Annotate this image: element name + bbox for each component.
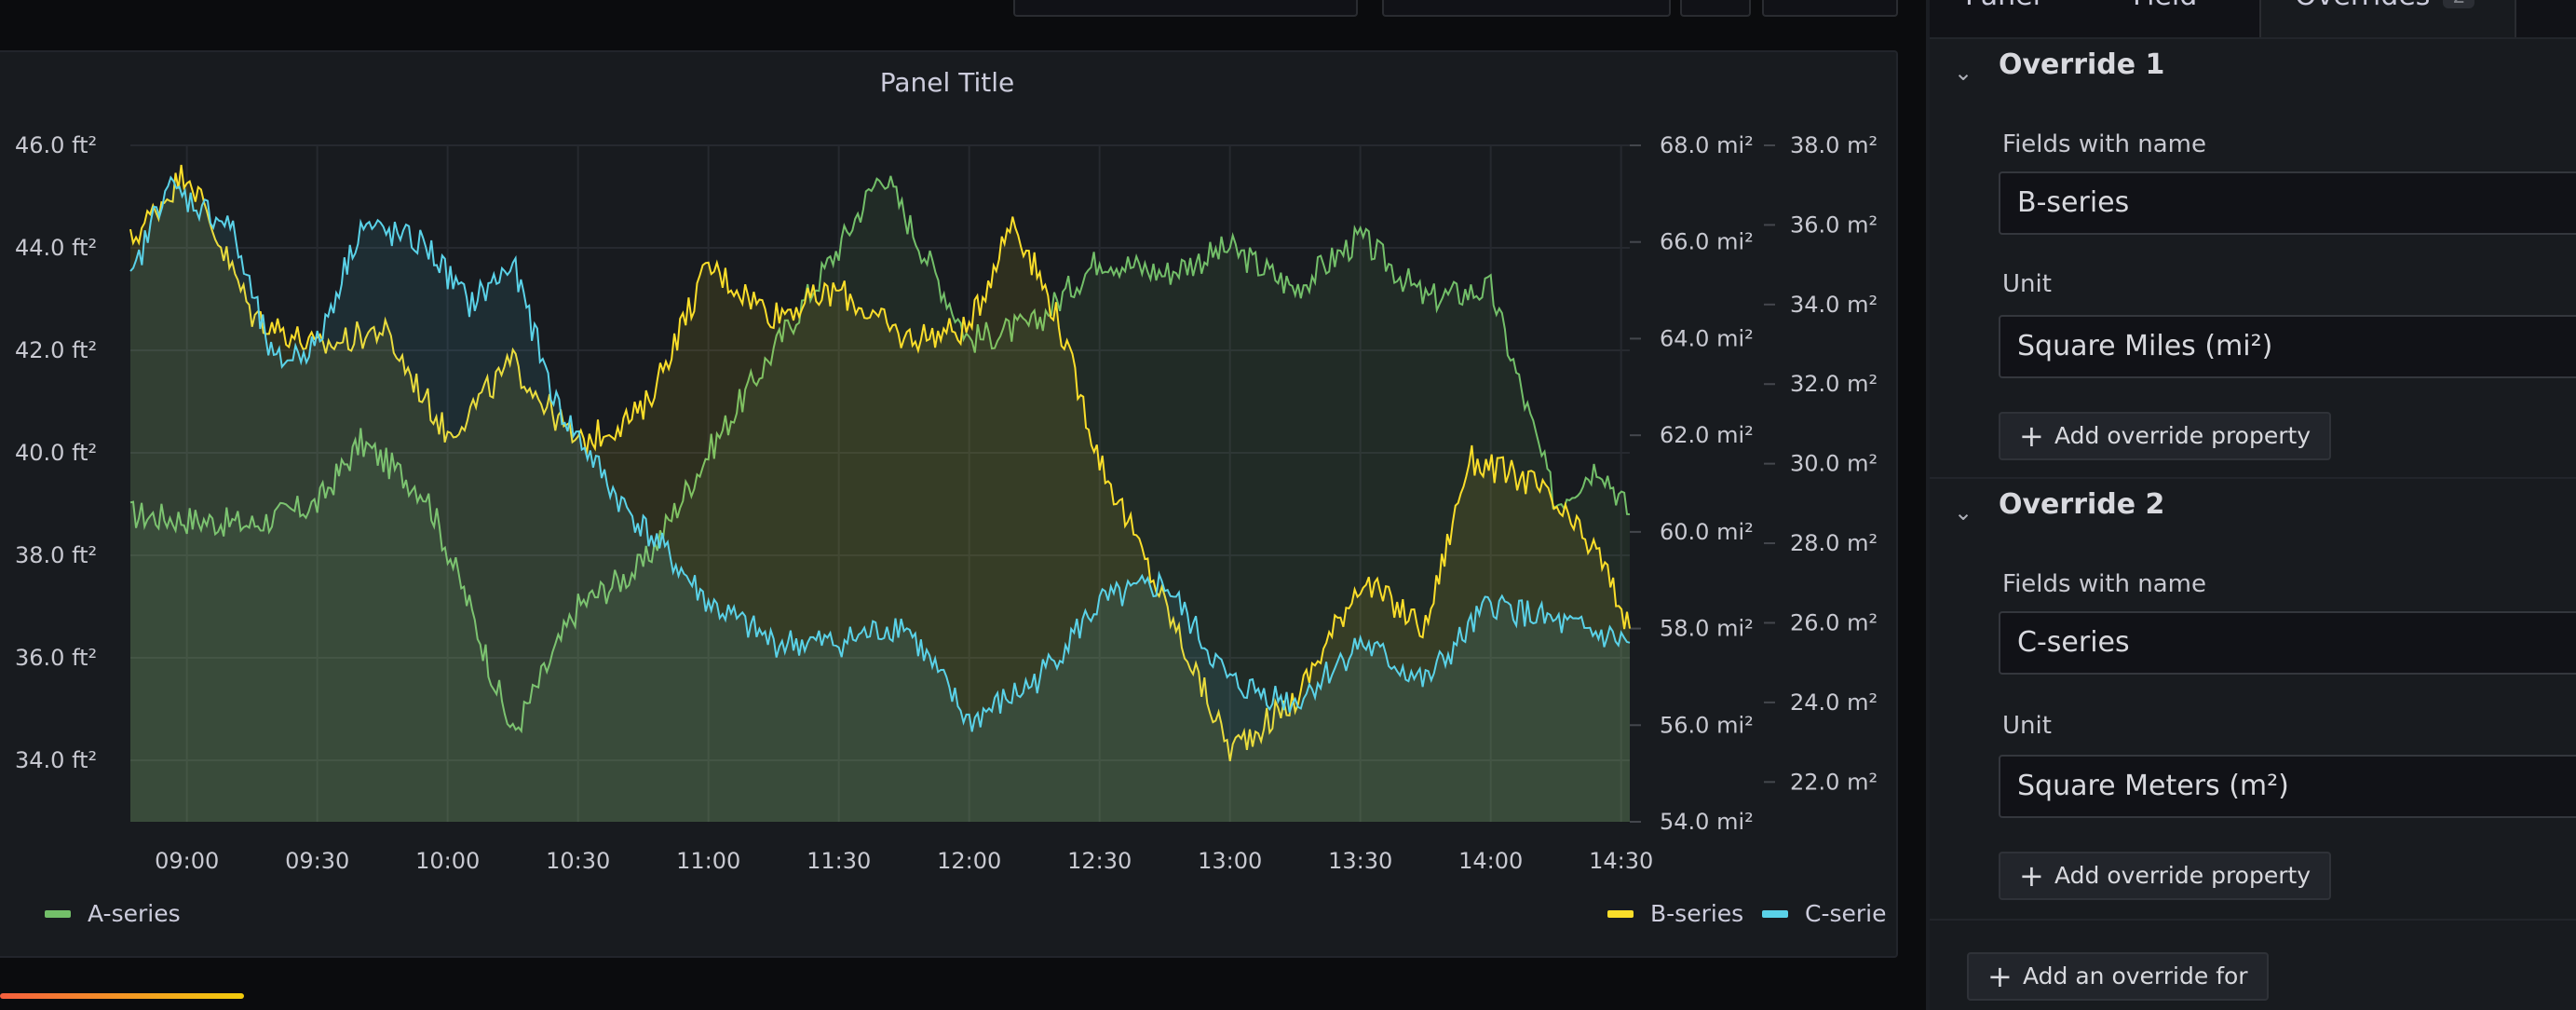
y-left-tick-label: 46.0 ft² (15, 132, 97, 158)
y-left-tick-label: 34.0 ft² (15, 747, 97, 773)
tab-active-indicator (2259, 0, 2516, 37)
add-override-button[interactable]: + Add an override for (1967, 952, 2269, 1001)
override-2-header[interactable]: ⌄ Override 2 (1930, 477, 2576, 557)
y-right-inner-tick-label: 56.0 mi² (1660, 712, 1754, 738)
chevron-down-icon: ⌄ (1954, 499, 1973, 525)
tab-panel[interactable]: Panel (1965, 0, 2040, 12)
y-left-tick-label: 36.0 ft² (15, 645, 97, 671)
x-tick-label: 09:30 (285, 848, 349, 874)
plus-icon: + (2019, 418, 2044, 454)
series-line-c-series (129, 175, 1631, 732)
legend-item-a-series[interactable]: A-series (45, 900, 181, 927)
options-pane: Panel Field Overrides 2 ⌄ Override 1 Fiel… (1930, 0, 2576, 1010)
series-area-a-series (130, 175, 1630, 822)
unit-select[interactable]: Square Meters (m²) (1999, 755, 2576, 818)
property-label: Unit (2002, 270, 2052, 298)
y-right-outer-tick-label: 32.0 m² (1790, 371, 1878, 397)
x-tick-label: 10:30 (546, 848, 610, 874)
tab-overrides-label: Overrides (2295, 0, 2430, 12)
button-label: Add override property (2054, 862, 2312, 889)
plus-icon: + (2019, 858, 2044, 894)
legend-item-b-series[interactable]: B-series (1607, 900, 1743, 927)
legend-swatch (1762, 909, 1788, 918)
x-tick-label: 09:00 (155, 848, 219, 874)
unit-select[interactable]: Square Miles (mi²) (1999, 315, 2576, 378)
matcher-value-select[interactable]: B-series (1999, 171, 2576, 235)
y-right-inner-tick-label: 54.0 mi² (1660, 809, 1754, 835)
y-left-tick-label: 38.0 ft² (15, 542, 97, 568)
matcher-label: Fields with name (2002, 130, 2206, 158)
pane-resize-handle[interactable] (1926, 0, 1930, 1010)
button-label: Add an override for (2023, 962, 2248, 990)
y-right-outer-tick-label: 26.0 m² (1790, 609, 1878, 635)
legend-label: A-series (88, 900, 181, 927)
legend-swatch (1607, 909, 1634, 918)
x-tick-label: 14:00 (1458, 848, 1523, 874)
plus-icon: + (1987, 959, 2013, 994)
y-right-inner-tick-label: 62.0 mi² (1660, 422, 1754, 448)
x-tick-label: 10:00 (415, 848, 480, 874)
y-left-tick-label: 44.0 ft² (15, 235, 97, 261)
override-1-header[interactable]: ⌄ Override 1 (1930, 37, 2576, 117)
series-area-b-series (130, 165, 1630, 822)
button-label: Add override property (2054, 422, 2312, 449)
toolbar-button-group[interactable] (1762, 0, 1898, 17)
y-right-outer-tick-label: 22.0 m² (1790, 769, 1878, 795)
y-right-inner-tick-label: 60.0 mi² (1660, 519, 1754, 545)
series-area-c-series (130, 177, 1630, 822)
matcher-value-select[interactable]: C-series (1999, 611, 2576, 675)
y-right-outer-tick-label: 36.0 m² (1790, 212, 1878, 238)
legend-label: C-serie (1805, 900, 1887, 927)
y-right-inner-tick-label: 58.0 mi² (1660, 616, 1754, 642)
y-right-outer-tick-label: 28.0 m² (1790, 530, 1878, 556)
chevron-down-icon: ⌄ (1954, 60, 1973, 86)
series-line-b-series (129, 164, 1631, 762)
top-toolbar (0, 0, 1928, 37)
y-right-inner-tick-label: 64.0 mi² (1660, 325, 1754, 351)
overrides-count-badge: 2 (2443, 0, 2475, 8)
x-tick-label: 12:00 (937, 848, 1001, 874)
y-right-outer-tick-label: 38.0 m² (1790, 132, 1878, 158)
x-tick-label: 14:30 (1589, 848, 1653, 874)
add-override-property-button[interactable]: + Add override property (1999, 852, 2332, 900)
x-tick-label: 11:00 (676, 848, 740, 874)
legend-swatch (45, 909, 71, 918)
y-right-outer-tick-label: 34.0 m² (1790, 292, 1878, 318)
bottom-progress-bar (0, 993, 244, 1010)
override-title: Override 2 (1999, 488, 2165, 521)
y-right-outer-tick-label: 24.0 m² (1790, 689, 1878, 716)
divider (1930, 919, 2576, 921)
x-tick-label: 13:00 (1198, 848, 1262, 874)
add-override-property-button[interactable]: + Add override property (1999, 412, 2332, 460)
series-line-a-series (129, 175, 1631, 734)
y-right-inner-tick-label: 68.0 mi² (1660, 132, 1754, 158)
y-left-tick-label: 40.0 ft² (15, 440, 97, 466)
x-tick-label: 12:30 (1067, 848, 1132, 874)
tab-overrides[interactable]: Overrides 2 (2295, 0, 2475, 12)
x-tick-label: 13:30 (1328, 848, 1392, 874)
time-series-chart[interactable]: 09:00 09:30 10:00 10:30 11:00 11:30 12:00 12:30… (0, 52, 1900, 960)
y-right-inner-tick-label: 66.0 mi² (1660, 229, 1754, 255)
matcher-label: Fields with name (2002, 570, 2206, 598)
toolbar-button[interactable] (1680, 0, 1751, 17)
x-tick-label: 11:30 (807, 848, 871, 874)
override-title: Override 1 (1999, 48, 2165, 81)
panel-title[interactable]: Panel Title (879, 67, 1015, 98)
panel: Panel Title 09:00 09:30 10:00 10:30 11:00 11:… (0, 50, 1898, 958)
legend-label: B-series (1650, 900, 1744, 927)
time-range-picker[interactable] (1013, 0, 1358, 17)
refresh-picker[interactable] (1382, 0, 1671, 17)
property-label: Unit (2002, 712, 2052, 740)
tab-field[interactable]: Field (2133, 0, 2197, 12)
y-left-tick-label: 42.0 ft² (15, 337, 97, 363)
y-right-outer-tick-label: 30.0 m² (1790, 451, 1878, 477)
legend-item-c-series[interactable]: C-serie (1762, 900, 1887, 927)
